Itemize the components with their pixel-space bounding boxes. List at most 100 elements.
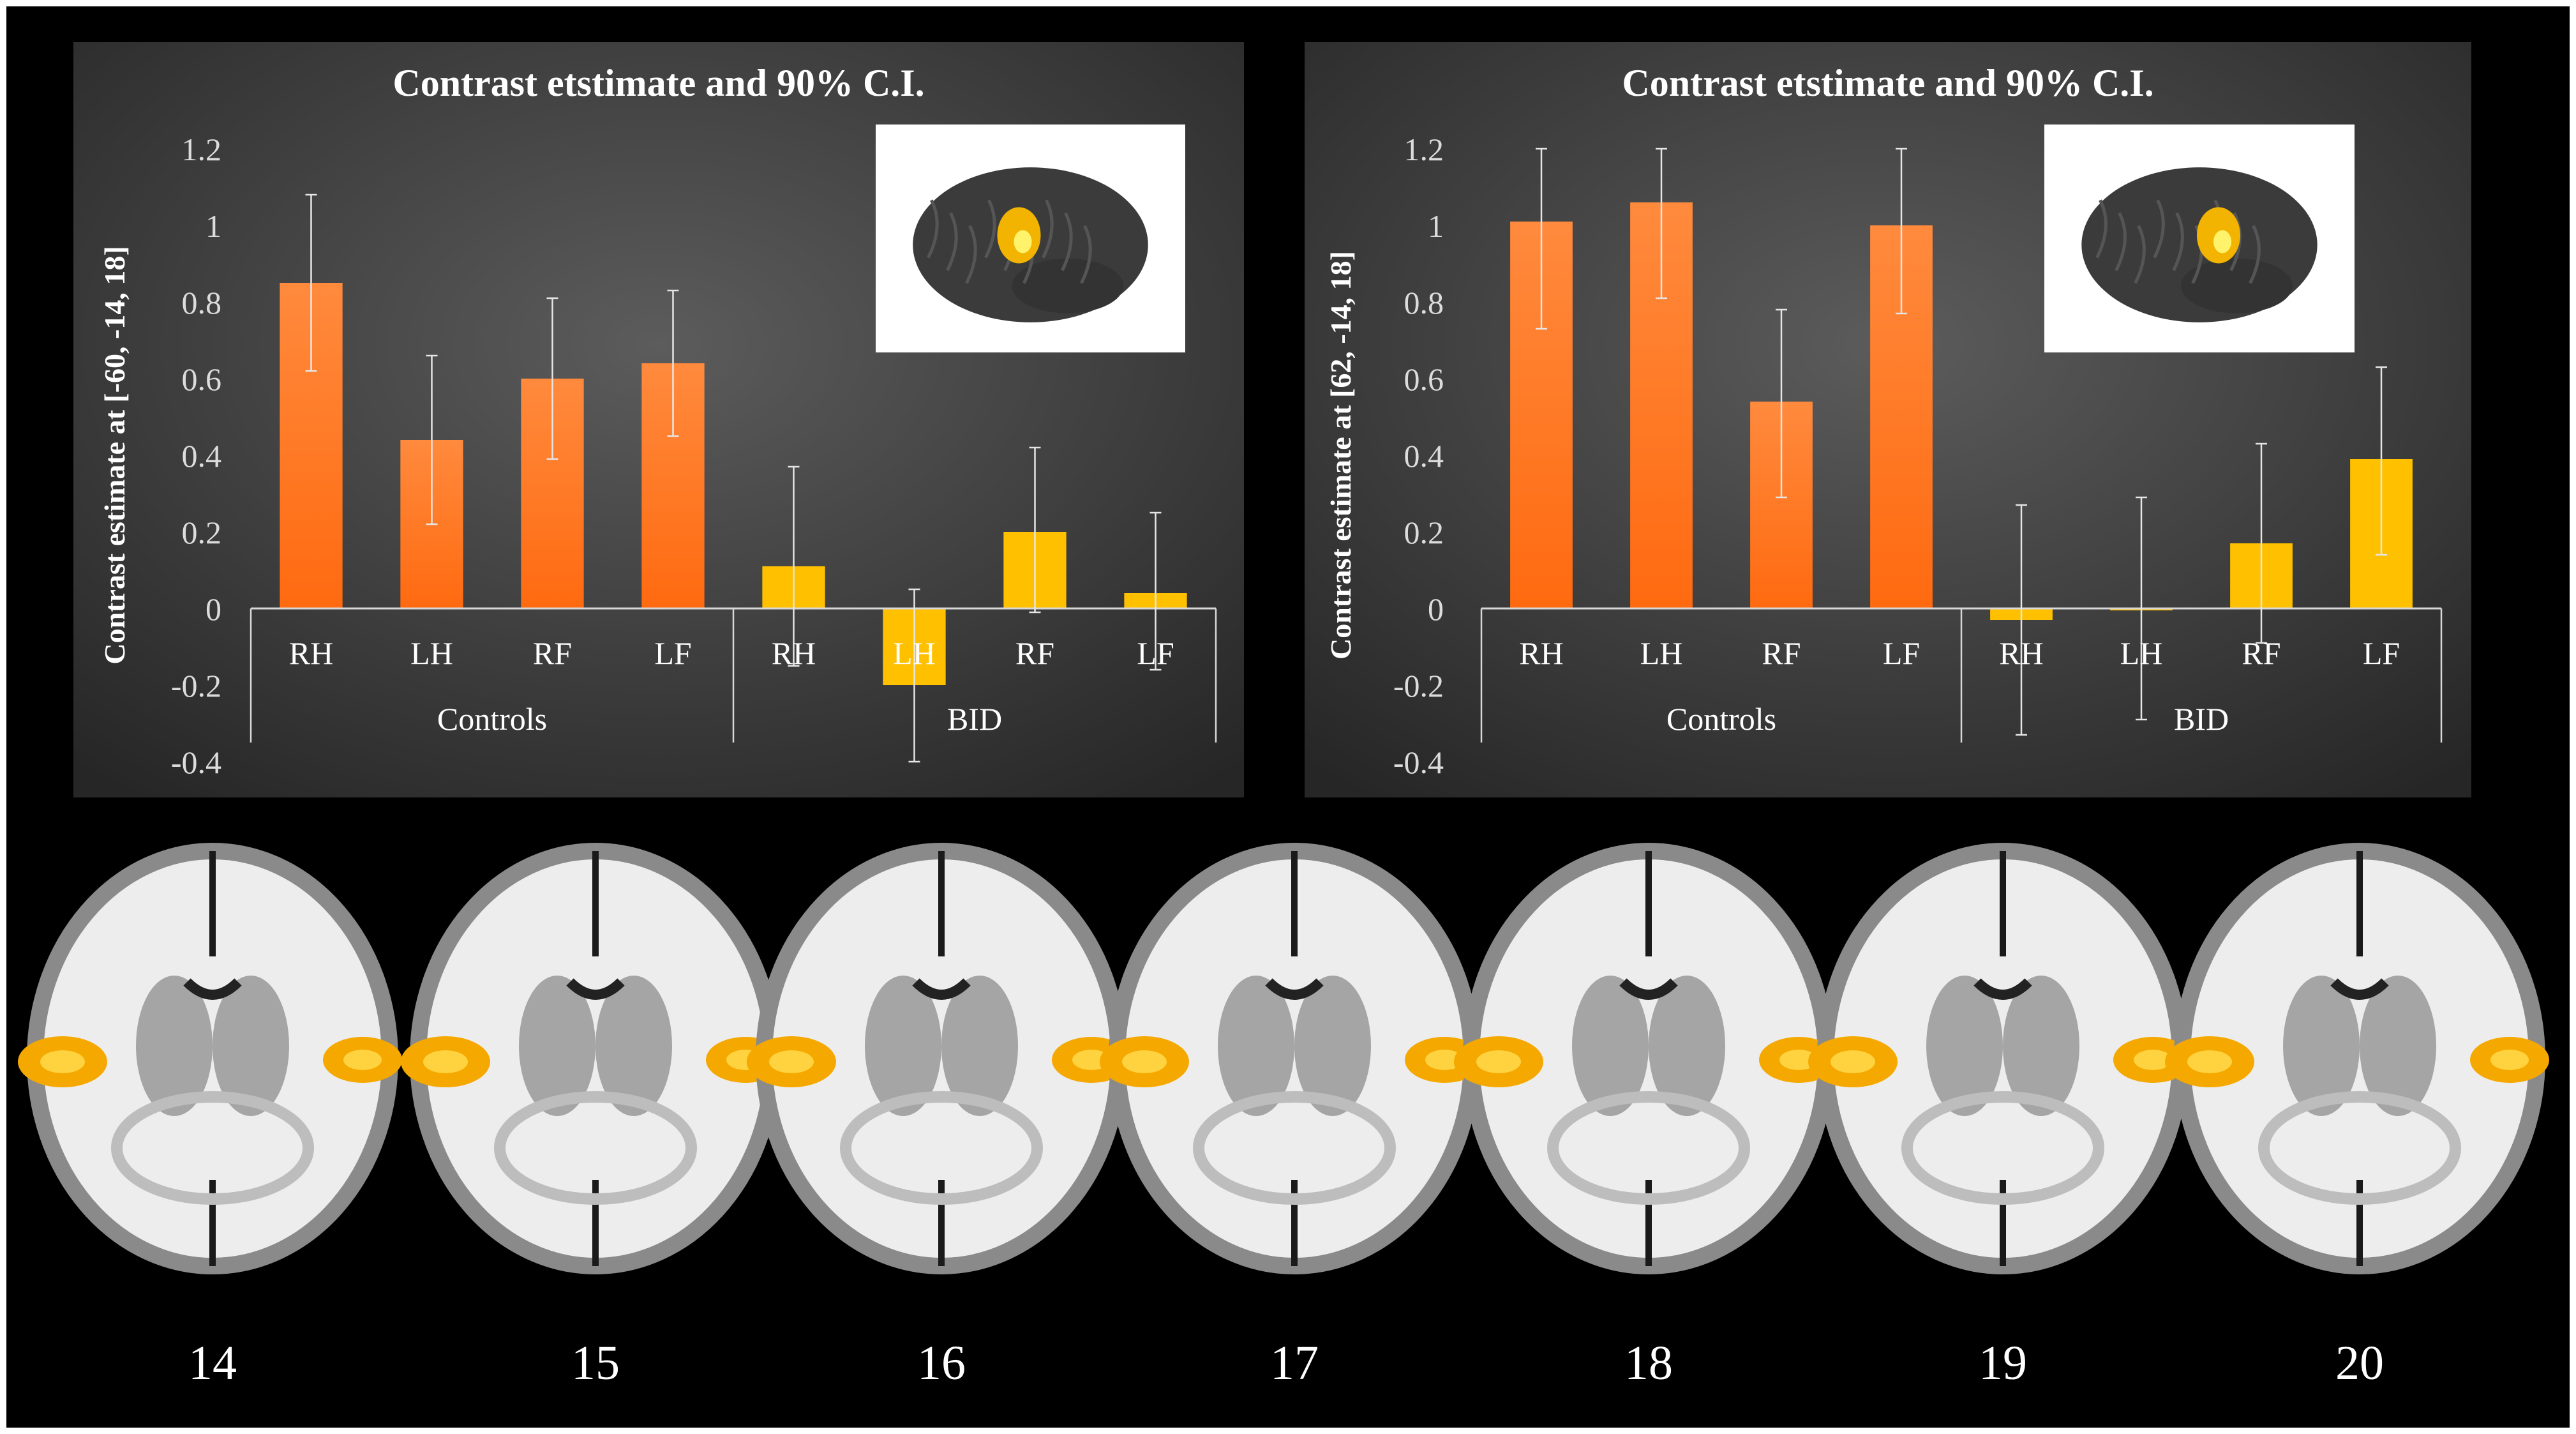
- group-label: Controls: [437, 701, 547, 737]
- activation-left-core: [1122, 1050, 1167, 1073]
- activation-right-core: [1779, 1050, 1818, 1070]
- ventricle: [566, 978, 625, 1000]
- posterior-white-matter: [2258, 1091, 2461, 1205]
- group-label: Controls: [1666, 701, 1776, 737]
- category-label: RH: [289, 635, 333, 671]
- basal-ganglia: [1649, 976, 1725, 1116]
- brain-sulcus: [2249, 225, 2261, 284]
- y-axis-label: Contrast estimate at [62, -14, 18]: [1324, 251, 1357, 660]
- ventricle: [1619, 978, 1678, 1000]
- activation-right-core: [2490, 1050, 2529, 1070]
- brain-sulcus: [946, 212, 958, 271]
- activation-peak: [2213, 230, 2231, 253]
- basal-ganglia: [519, 976, 595, 1116]
- y-tick-label: -0.4: [171, 744, 221, 780]
- category-label: RH: [772, 635, 816, 671]
- basal-ganglia: [595, 976, 672, 1116]
- brain-lobe: [2180, 258, 2293, 313]
- y-tick-label: 0.8: [1404, 285, 1444, 321]
- axial-slice: [401, 843, 785, 1274]
- category-label: RF: [1015, 635, 1054, 671]
- activation-left-core: [1831, 1050, 1875, 1073]
- category-label: LH: [1640, 635, 1683, 671]
- category-label: RH: [1519, 635, 1563, 671]
- activation-left-core: [2187, 1050, 2232, 1073]
- basal-ganglia: [136, 976, 213, 1116]
- y-tick-label: 1: [1428, 208, 1444, 244]
- y-tick-label: 0: [206, 591, 221, 627]
- category-label: RH: [1999, 635, 2043, 671]
- activation-right-core: [343, 1050, 382, 1070]
- category-label: RF: [1762, 635, 1801, 671]
- chart-right-svg: Contrast etstimate and 90% C.I. -0.4 -0.2 0…: [1305, 42, 2471, 797]
- brain-lobe: [1012, 258, 1123, 313]
- basal-ganglia: [2283, 976, 2360, 1116]
- y-tick-label: 0.2: [182, 515, 222, 550]
- basal-ganglia: [865, 976, 941, 1116]
- axial-slice: [747, 843, 1131, 1274]
- y-axis-label: Contrast estimate at [-60, -14, 18]: [98, 246, 131, 664]
- posterior-white-matter: [1193, 1091, 1396, 1205]
- brain-sulcus: [2153, 199, 2165, 259]
- slice-number-label: 15: [571, 1336, 620, 1390]
- y-tick-label: 0.8: [182, 285, 222, 321]
- slice-number-label: 14: [188, 1336, 237, 1390]
- brain-sulcus: [965, 225, 977, 284]
- slice-number-label: 18: [1624, 1336, 1673, 1390]
- posterior-white-matter: [1901, 1091, 2104, 1205]
- axial-slice: [1808, 843, 2192, 1274]
- y-tick-label: 1: [206, 208, 221, 244]
- y-tick-label: 0.4: [182, 438, 222, 474]
- slice-number-label: 20: [2335, 1336, 2384, 1390]
- category-label: LF: [1883, 635, 1920, 671]
- basal-ganglia: [1572, 976, 1649, 1116]
- group-label: BID: [2174, 701, 2229, 737]
- axial-slice: [18, 843, 402, 1274]
- ventricle: [1973, 978, 2032, 1000]
- ventricle: [183, 978, 242, 1000]
- activation-left-core: [423, 1050, 468, 1073]
- activation-right-core: [1425, 1050, 1464, 1070]
- axial-slice: [2165, 843, 2549, 1274]
- y-tick-label: -0.2: [171, 668, 221, 704]
- posterior-white-matter: [840, 1091, 1043, 1205]
- activation-left-core: [40, 1050, 85, 1073]
- category-label: LF: [1137, 635, 1174, 671]
- category-label: LH: [410, 635, 453, 671]
- basal-ganglia: [1294, 976, 1371, 1116]
- brain-sulcus: [2095, 199, 2108, 259]
- brain-sulcus: [2115, 212, 2127, 271]
- y-tick-label: 0.2: [1404, 515, 1444, 550]
- slice-number-label: 19: [1979, 1336, 2027, 1390]
- brain-sulcus: [1042, 199, 1054, 259]
- ventricle: [1265, 978, 1324, 1000]
- basal-ganglia: [213, 976, 289, 1116]
- brain-sulcus: [984, 199, 996, 259]
- y-tick-label: 0.6: [182, 361, 222, 397]
- category-label: LH: [2120, 635, 2163, 671]
- posterior-white-matter: [1547, 1091, 1750, 1205]
- posterior-white-matter: [111, 1091, 314, 1205]
- category-label: RF: [533, 635, 572, 671]
- brain-sulcus: [2172, 212, 2184, 271]
- y-tick-label: -0.2: [1393, 668, 1444, 704]
- activation-right-core: [2134, 1050, 2172, 1070]
- y-tick-label: -0.4: [1393, 744, 1444, 780]
- y-tick-label: 0.4: [1404, 438, 1444, 474]
- y-tick-label: 1.2: [1404, 132, 1444, 167]
- basal-ganglia: [2360, 976, 2436, 1116]
- ventricle: [2330, 978, 2389, 1000]
- y-tick-label: 0: [1428, 591, 1444, 627]
- y-tick-label: 0.6: [1404, 361, 1444, 397]
- basal-ganglia: [1218, 976, 1294, 1116]
- category-label: RF: [2242, 635, 2280, 671]
- category-label: LH: [893, 635, 936, 671]
- basal-ganglia: [2003, 976, 2079, 1116]
- activation-left-core: [769, 1050, 814, 1073]
- basal-ganglia: [1926, 976, 2003, 1116]
- inset-brain-render: [2044, 125, 2355, 352]
- brain-sulcus: [2134, 225, 2146, 284]
- axial-slice: [1454, 843, 1838, 1274]
- brain-sulcus: [927, 199, 939, 259]
